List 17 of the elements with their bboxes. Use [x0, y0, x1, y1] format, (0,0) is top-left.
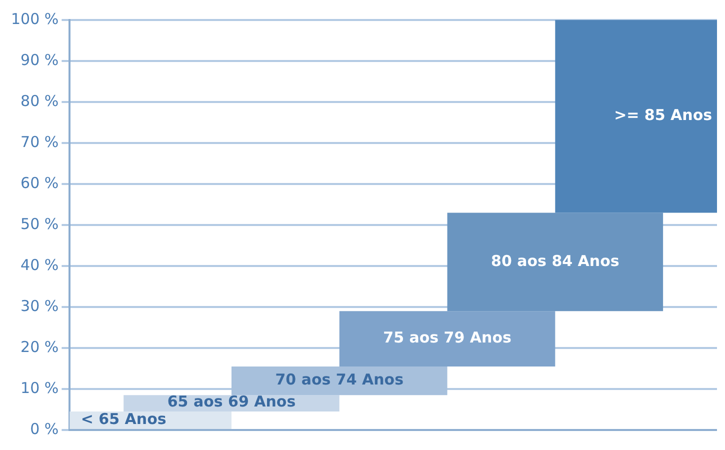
x-tick-label: 70 aos 74 Anos	[275, 370, 404, 389]
x-tick-label: 80 aos 84 Anos	[491, 252, 620, 270]
y-tick-label: 0 %	[30, 420, 59, 438]
y-tick-label: 20 %	[20, 338, 59, 356]
y-tick-label: 100 %	[10, 10, 59, 28]
x-tick-label: < 65 Anos	[80, 410, 166, 428]
y-tick-label: 80 %	[20, 92, 59, 110]
y-tick-label: 30 %	[20, 296, 59, 315]
y-tick-label: 60 %	[20, 174, 59, 192]
x-tick-label: 75 aos 79 Anos	[383, 328, 512, 347]
y-tick-label: 70 %	[20, 132, 59, 151]
y-tick-label: 10 %	[20, 378, 59, 397]
y-tick-label: 50 %	[20, 214, 59, 233]
x-tick-label: 65 aos 69 Anos	[167, 392, 296, 410]
y-tick-label: 90 %	[20, 50, 59, 69]
x-tick-label: >= 85 Anos	[614, 106, 712, 124]
y-tick-label: 40 %	[20, 256, 59, 274]
